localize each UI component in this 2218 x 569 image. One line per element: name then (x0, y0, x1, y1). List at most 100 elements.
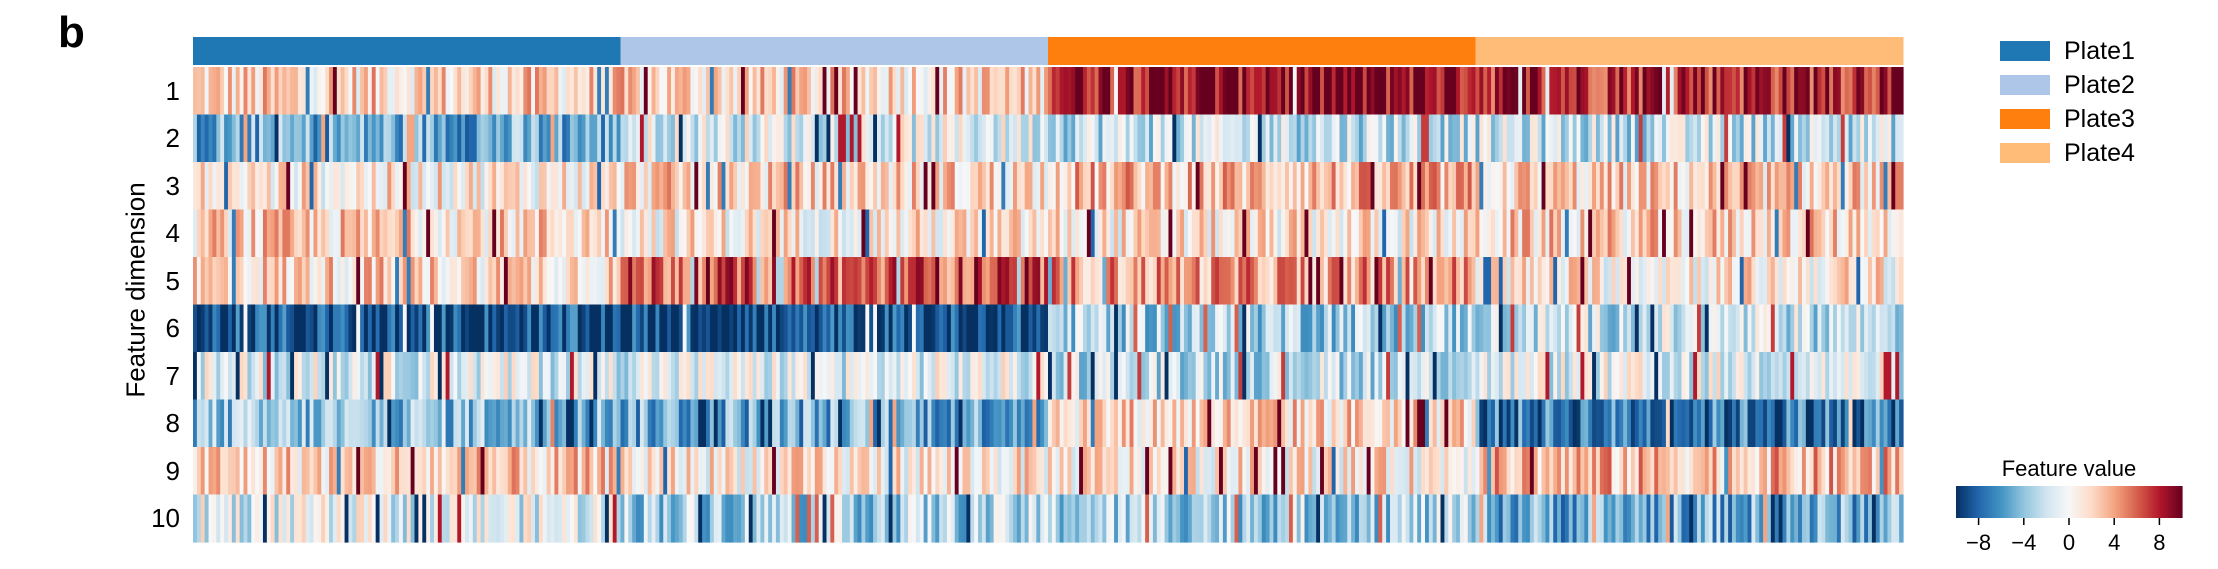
heatmap-cell (329, 209, 334, 258)
heatmap-cell (721, 257, 727, 306)
heatmap-cell (500, 162, 505, 211)
heatmap-cell (1094, 67, 1100, 116)
heatmap-cell (1304, 67, 1309, 116)
heatmap-cell (768, 494, 773, 543)
heatmap-cell (1864, 162, 1869, 211)
heatmap-cell (853, 494, 859, 543)
heatmap-cell (1141, 162, 1146, 211)
heatmap-cell (1860, 494, 1865, 543)
heatmap-cell (900, 209, 905, 258)
heatmap-cell (496, 162, 501, 211)
heatmap-cell (278, 257, 283, 306)
heatmap-cell (814, 494, 820, 543)
heatmap-cell (1082, 114, 1088, 163)
heatmap-cell (259, 447, 264, 496)
heatmap-cell (1203, 209, 1208, 258)
heatmap-cell (1172, 352, 1177, 401)
heatmap-cell (371, 494, 377, 543)
heatmap-cell (196, 494, 202, 543)
heatmap-cell (1801, 399, 1807, 448)
heatmap-cell (204, 67, 210, 116)
heatmap-cell (554, 114, 559, 163)
heatmap-cell (1187, 447, 1193, 496)
heatmap-cell (1463, 304, 1469, 353)
heatmap-cell (519, 209, 524, 258)
heatmap-cell (1013, 447, 1018, 496)
heatmap-cell (1868, 399, 1873, 448)
heatmap-cell (974, 399, 979, 448)
heatmap-cell (791, 447, 796, 496)
heatmap-cell (1825, 447, 1830, 496)
colorbar-swatch (1978, 486, 1981, 518)
heatmap-cell (360, 304, 365, 353)
heatmap-cell (1778, 352, 1784, 401)
heatmap-cell (1393, 304, 1399, 353)
heatmap-cell (1024, 447, 1030, 496)
heatmap-cell (1355, 209, 1360, 258)
heatmap-cell (997, 162, 1002, 211)
heatmap-cell (1269, 494, 1275, 543)
heatmap-cell (193, 447, 198, 496)
heatmap-cell (1630, 209, 1636, 258)
heatmap-cell (196, 352, 202, 401)
heatmap-cell (1133, 494, 1138, 543)
heatmap-cell (1125, 494, 1131, 543)
colorbar-swatch (2014, 486, 2017, 518)
heatmap-cell (391, 447, 396, 496)
heatmap-cell (1432, 304, 1438, 353)
heatmap-cell (624, 114, 629, 163)
colorbar-swatch (2132, 486, 2135, 518)
heatmap-cell (1833, 257, 1838, 306)
heatmap-cell (978, 67, 983, 116)
heatmap-cell (1642, 257, 1648, 306)
heatmap-cell (849, 257, 855, 306)
heatmap-cell (227, 162, 233, 211)
heatmap-cell (915, 447, 921, 496)
heatmap-cell (1226, 352, 1232, 401)
heatmap-cell (1759, 209, 1764, 258)
heatmap-cell (1669, 114, 1675, 163)
heatmap-cell (321, 447, 326, 496)
heatmap-cell (873, 447, 878, 496)
heatmap-cell (507, 162, 513, 211)
heatmap-cell (1510, 162, 1515, 211)
heatmap-cell (500, 399, 505, 448)
heatmap-cell (1312, 304, 1317, 353)
heatmap-cell (834, 257, 839, 306)
heatmap-cell (1541, 257, 1547, 306)
heatmap-cell (1677, 257, 1683, 306)
heatmap-cell (1669, 67, 1675, 116)
heatmap-cell (717, 67, 723, 116)
heatmap-cell (1541, 209, 1547, 258)
heatmap-cell (441, 162, 447, 211)
heatmap-row-10 (193, 494, 1904, 543)
heatmap-cell (1700, 257, 1706, 306)
heatmap-cell (842, 114, 847, 163)
heatmap-cell (1055, 304, 1061, 353)
heatmap-cell (266, 67, 272, 116)
heatmap-cell (1475, 447, 1480, 496)
heatmap-cell (1852, 447, 1857, 496)
heatmap-cell (1650, 494, 1655, 543)
heatmap-cell (1285, 162, 1290, 211)
legend-swatch-plate2 (2000, 75, 2050, 95)
heatmap-cell (391, 67, 396, 116)
heatmap-cell (290, 114, 295, 163)
heatmap-cell (573, 304, 579, 353)
heatmap-cell (1879, 162, 1885, 211)
heatmap-cell (488, 304, 493, 353)
heatmap-cell (1374, 114, 1379, 163)
heatmap-cell (1654, 447, 1659, 496)
heatmap-cell (410, 447, 416, 496)
heatmap-cell (1630, 494, 1636, 543)
heatmap-cell (601, 304, 606, 353)
heatmap-cell (1561, 494, 1566, 543)
heatmap-cell (1790, 447, 1795, 496)
heatmap-cell (1584, 114, 1589, 163)
heatmap-cell (554, 399, 559, 448)
heatmap-cell (1638, 304, 1644, 353)
heatmap-cell (1743, 67, 1749, 116)
heatmap-cell (1611, 304, 1617, 353)
heatmap-cell (1016, 67, 1022, 116)
heatmap-cell (1362, 399, 1368, 448)
